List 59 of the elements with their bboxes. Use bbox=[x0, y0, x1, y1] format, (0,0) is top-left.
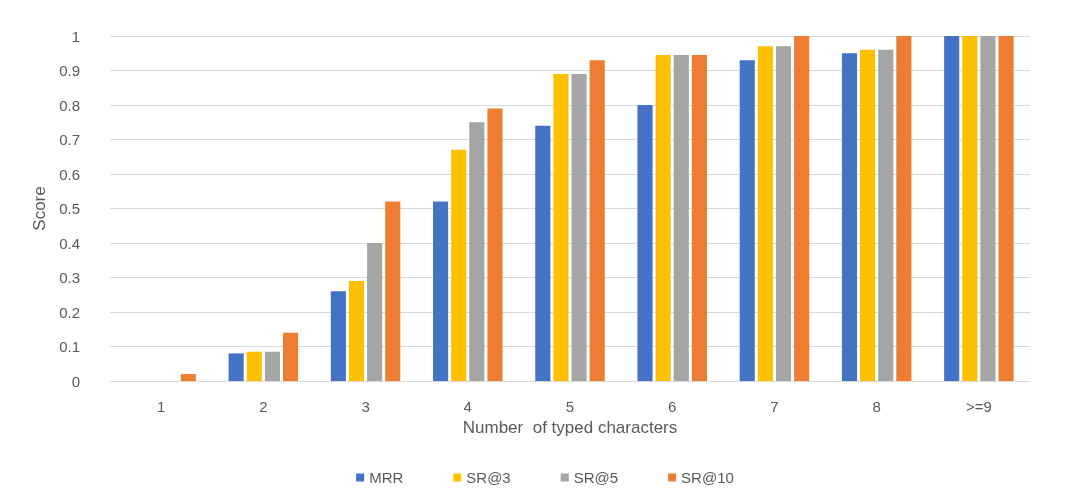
x-axis-title: Number of typed characters bbox=[462, 418, 678, 437]
x-tick-label: 7 bbox=[770, 398, 779, 415]
bar bbox=[348, 280, 365, 381]
x-tick-label: 1 bbox=[156, 398, 166, 415]
bar bbox=[469, 122, 485, 381]
bar bbox=[841, 53, 858, 381]
bar bbox=[998, 36, 1014, 381]
bar bbox=[896, 36, 912, 381]
y-tick-label: 0.4 bbox=[59, 234, 80, 252]
bar bbox=[487, 108, 503, 381]
y-tick-label: 0.7 bbox=[59, 131, 80, 148]
bar bbox=[264, 351, 280, 381]
bar bbox=[535, 125, 551, 381]
legend-label: SR@3 bbox=[466, 469, 511, 486]
bar bbox=[385, 201, 401, 381]
x-tick-label: 3 bbox=[361, 398, 370, 415]
y-tick-label: 0.3 bbox=[59, 269, 80, 286]
bar bbox=[367, 243, 383, 381]
y-tick-label: 0.2 bbox=[59, 303, 80, 321]
bar bbox=[553, 73, 569, 381]
x-tick-label: 4 bbox=[463, 398, 472, 415]
legend-label: SR@10 bbox=[681, 469, 734, 486]
bar bbox=[637, 105, 653, 381]
y-tick-label: 1 bbox=[71, 27, 80, 45]
y-tick-label: 0.9 bbox=[59, 62, 80, 79]
bar bbox=[282, 332, 299, 381]
y-tick-label: 0.1 bbox=[59, 338, 80, 355]
bar bbox=[589, 60, 605, 381]
bar bbox=[673, 54, 689, 381]
y-tick-label: 0 bbox=[71, 372, 80, 390]
bar bbox=[330, 291, 346, 381]
bar bbox=[757, 46, 773, 381]
x-tick-label: 6 bbox=[668, 398, 677, 415]
bar bbox=[571, 73, 587, 381]
x-tick-label: 2 bbox=[259, 398, 268, 415]
bar bbox=[655, 54, 671, 381]
y-tick-label: 0.5 bbox=[59, 200, 80, 217]
legend-label: SR@5 bbox=[573, 469, 619, 486]
legend-label: MRR bbox=[369, 469, 404, 486]
x-tick-label: 5 bbox=[565, 398, 575, 415]
y-axis-title: Score bbox=[30, 186, 49, 231]
x-tick-label: >=9 bbox=[965, 398, 992, 415]
x-tick-label: 8 bbox=[872, 398, 881, 415]
bar bbox=[794, 36, 810, 381]
bar bbox=[775, 46, 792, 381]
bar bbox=[962, 36, 978, 381]
bar bbox=[878, 49, 894, 381]
bar bbox=[180, 374, 196, 381]
bar bbox=[691, 54, 707, 381]
bar bbox=[433, 201, 449, 381]
bar bbox=[944, 36, 960, 381]
bar bbox=[451, 149, 467, 381]
bar bbox=[739, 60, 755, 381]
y-tick-label: 0.6 bbox=[59, 165, 80, 183]
bar bbox=[980, 36, 996, 381]
bar bbox=[228, 353, 244, 381]
bar bbox=[246, 351, 262, 381]
y-tick-label: 0.8 bbox=[59, 96, 80, 114]
bar bbox=[860, 49, 876, 381]
